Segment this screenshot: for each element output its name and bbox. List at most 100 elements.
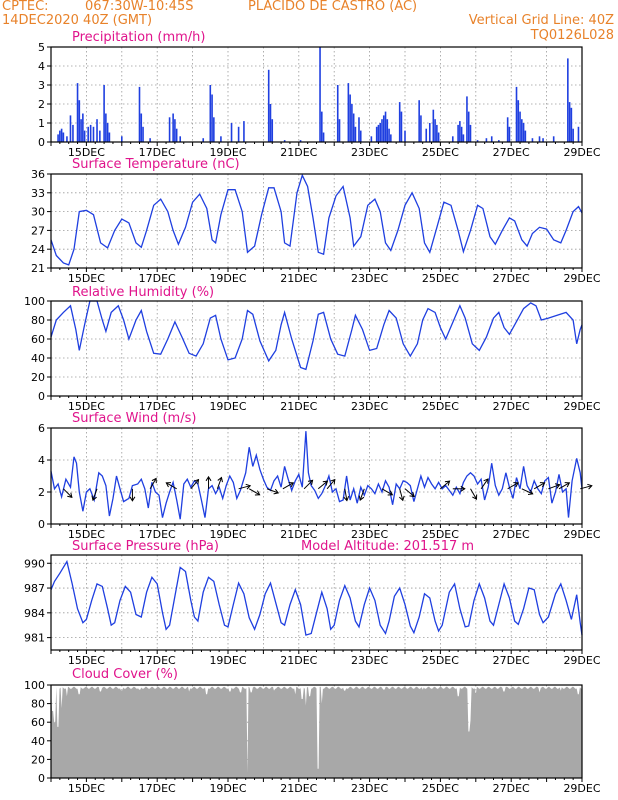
precip-bar xyxy=(269,104,272,142)
wind-arrow xyxy=(440,480,451,490)
wind-arrow-head xyxy=(409,491,415,498)
precip-bar xyxy=(96,119,98,142)
wind-arrow-head xyxy=(217,476,223,483)
y-tick-label: 40 xyxy=(31,352,45,365)
wind-arrow-shaft xyxy=(533,482,545,490)
precip-bar xyxy=(467,111,470,142)
y-tick-label: 20 xyxy=(31,371,45,384)
wind-arrow-head xyxy=(193,478,200,485)
wind-arrow-head xyxy=(151,477,157,484)
wind-arrow-shaft xyxy=(317,480,328,490)
wind-arrow-head xyxy=(554,483,561,489)
panel-frame xyxy=(50,173,583,269)
precip-bar xyxy=(83,130,86,142)
wind-arrow xyxy=(91,488,98,501)
x-tick-label: 15DEC xyxy=(68,272,105,285)
precip-bar xyxy=(60,128,63,142)
panel-frame xyxy=(50,427,583,525)
wind-arrow xyxy=(558,482,571,490)
precip-bar xyxy=(434,119,436,142)
precip-bar xyxy=(490,136,493,142)
precip-bar xyxy=(428,123,431,142)
precip-bar xyxy=(570,107,573,142)
x-tick-label: 23DEC xyxy=(351,528,388,541)
y-tick-label: 30 xyxy=(31,206,45,219)
panel-3: 0 20 40 60 80 100 15DEC 17DEC 19DEC 21DEC 23DEC 25D… xyxy=(24,285,601,413)
wind-arrow-head xyxy=(587,483,593,490)
precip-bar xyxy=(336,85,339,142)
precip-bar xyxy=(174,119,176,142)
wind-arrow-head xyxy=(165,482,172,488)
x-tick-label: 21DEC xyxy=(280,146,317,159)
wind-arrow xyxy=(205,475,212,489)
y-tick-label: 3 xyxy=(38,79,45,92)
precip-bar xyxy=(142,126,144,142)
wind-arrow-head xyxy=(513,482,519,488)
wind-arrow xyxy=(129,488,136,502)
precip-bar xyxy=(531,138,534,142)
precip-bar xyxy=(230,123,233,142)
precip-bar xyxy=(404,130,406,142)
wind-arrow-shaft xyxy=(216,477,222,489)
y-tick-label: 0 xyxy=(38,772,45,785)
wind-arrow-shaft xyxy=(166,482,177,490)
panel-title: Surface Wind (m/s) xyxy=(72,411,196,426)
x-tick-label: 29DEC xyxy=(563,272,600,285)
precip-bar xyxy=(202,138,205,142)
precip-bar xyxy=(105,113,107,142)
wind-arrow-head xyxy=(387,490,394,496)
panel-title: Relative Humidity (%) xyxy=(72,285,214,300)
x-tick-label: 29DEC xyxy=(563,654,600,667)
x-tick-label: 25DEC xyxy=(422,272,459,285)
wind-arrow-shaft xyxy=(282,482,294,490)
panel-grid xyxy=(51,47,582,142)
wind-arrow-head xyxy=(444,480,451,486)
header-model-code: TQ0126L028 xyxy=(530,28,614,43)
x-tick-label: 19DEC xyxy=(209,654,246,667)
x-tick-label: 21DEC xyxy=(280,528,317,541)
x-tick-label: 17DEC xyxy=(139,400,176,413)
header-date: 14DEC2020 40Z (GMT) xyxy=(2,13,153,28)
wind-arrow xyxy=(303,479,314,490)
header-source: CPTEC: xyxy=(2,0,49,14)
wind-arrow-head xyxy=(288,482,295,488)
wind-arrow xyxy=(317,480,329,490)
y-tick-label: 27 xyxy=(31,224,45,237)
wind-arrow-shaft xyxy=(440,480,450,490)
wind-arrow-shaft xyxy=(548,484,560,490)
wind-arrow-shaft xyxy=(326,479,336,490)
panel-subtitle: Model Altitude: 201.517 m xyxy=(301,539,474,554)
x-tick-label: 27DEC xyxy=(493,272,530,285)
wind-arrow-shaft xyxy=(248,488,260,496)
wind-arrow xyxy=(165,482,177,490)
x-tick-label: 19DEC xyxy=(209,272,246,285)
panel-4: 0 2 4 6 15DEC 17DEC 19DEC 21DEC 23DEC 25DEC 27DEC 2… xyxy=(38,411,601,541)
x-tick-label: 27DEC xyxy=(493,782,530,795)
wind-arrow xyxy=(149,477,157,490)
wind-arrow xyxy=(404,488,415,498)
precip-bar xyxy=(469,124,472,142)
panel-grid xyxy=(51,301,582,396)
precip-bar xyxy=(437,132,440,142)
wind-arrow xyxy=(216,476,223,489)
y-tick-label: 60 xyxy=(31,333,45,346)
precip-bar xyxy=(506,117,509,142)
precip-bar xyxy=(103,85,105,142)
x-tick-label: 21DEC xyxy=(280,400,317,413)
precip-bar xyxy=(459,121,461,142)
wind-arrow-head xyxy=(129,496,136,502)
y-tick-label: 100 xyxy=(24,295,45,308)
wind-arrow-shaft xyxy=(344,488,348,501)
precip-bar xyxy=(72,124,74,142)
x-tick-label: 23DEC xyxy=(351,400,388,413)
wind-arrow xyxy=(282,482,295,490)
panel-2: 21 24 27 30 33 36 15DEC 17DEC 19DEC 21DEC 23DEC 25D… xyxy=(31,157,601,285)
precip-bar xyxy=(213,117,215,142)
x-tick-label: 25DEC xyxy=(422,400,459,413)
precip-bar xyxy=(572,128,574,142)
wind-arrow-head xyxy=(205,475,212,482)
wind-arrow-shaft xyxy=(190,479,199,490)
y-tick-label: 33 xyxy=(31,187,45,200)
y-tick-label: 60 xyxy=(31,716,45,729)
precip-bar xyxy=(347,83,350,142)
